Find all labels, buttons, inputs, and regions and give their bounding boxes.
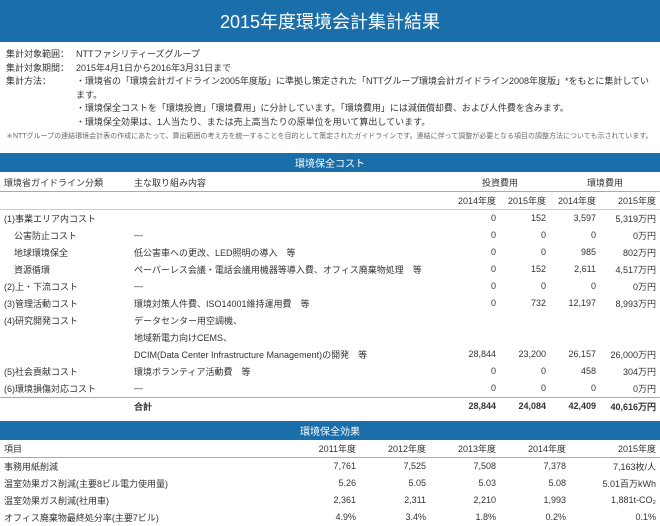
table-row: 地域新電力向けCEMS、 — [0, 329, 660, 346]
table-row: 事務用紙削減7,7617,5257,5087,3787,163枚/人 — [0, 457, 660, 475]
table-row: (3)管理活動コスト環境対策人件費、ISO14001維持運用費 等073212,… — [0, 295, 660, 312]
method-label: 集計方法： — [6, 75, 76, 129]
table-row: (2)上・下流コスト—0000万円 — [0, 278, 660, 295]
table-row: (5)社会貢献コスト環境ボランティア活動費 等00458304万円 — [0, 363, 660, 380]
table-row: (4)研究開発コストデータセンター用空調機、 — [0, 312, 660, 329]
table-row: 公害防止コスト—0000万円 — [0, 227, 660, 244]
table-row: DCIM(Data Center Infrastructure Manageme… — [0, 346, 660, 363]
period-value: 2015年4月1日から2016年3月31日まで — [76, 62, 231, 76]
cost-section-bar: 環境保全コスト — [0, 153, 660, 172]
effect-table: 項目 2011年度 2012年度 2013年度 2014年度 2015年度 事務… — [0, 440, 660, 526]
effect-section-bar: 環境保全効果 — [0, 421, 660, 440]
cost-h-inv: 投資費用 — [450, 172, 550, 192]
period-label: 集計対象期間： — [6, 62, 76, 76]
page-title: 2015年度環境会計集計結果 — [0, 0, 660, 42]
cost-h-env: 環境費用 — [550, 172, 660, 192]
table-row: (6)環境損傷対応コスト—0000万円 — [0, 380, 660, 398]
table-row: 温室効果ガス削減(主要8ビル電力使用量)5.265.055.035.085.01… — [0, 475, 660, 492]
meta-block: 集計対象範囲： NTTファシリティーズグループ 集計対象期間： 2015年4月1… — [0, 42, 660, 147]
cost-table: 環境省ガイドライン分類 主な取り組み内容 投資費用 環境費用 2014年度 20… — [0, 172, 660, 415]
cost-h-cat: 環境省ガイドライン分類 — [0, 172, 130, 192]
table-row: 資源循環ペーパーレス会議・電話会議用機器等導入費、オフィス廃棄物処理 等0152… — [0, 261, 660, 278]
table-row: 温室効果ガス削減(社用車)2,3612,3112,2101,9931,881t-… — [0, 492, 660, 509]
table-row: オフィス廃棄物最終処分率(主要7ビル)4.9%3.4%1.8%0.2%0.1% — [0, 509, 660, 526]
meta-note: ＊NTTグループの連結環境会計表の作成にあたって、算出範囲の考え方を統一すること… — [6, 129, 654, 143]
cost-h-act: 主な取り組み内容 — [130, 172, 450, 192]
table-row: 地球環境保全低公害車への更改、LED照明の導入 等00985802万円 — [0, 244, 660, 261]
method-lines: ・環境省の「環境会計ガイドライン2005年度版」に準拠し策定された「NTTグルー… — [76, 75, 654, 129]
table-row: (1)事業エリア内コスト01523,5975,319万円 — [0, 209, 660, 227]
cost-total-row: 合計 28,844 24,084 42,409 40,616万円 — [0, 397, 660, 415]
scope-value: NTTファシリティーズグループ — [76, 48, 200, 62]
scope-label: 集計対象範囲： — [6, 48, 76, 62]
